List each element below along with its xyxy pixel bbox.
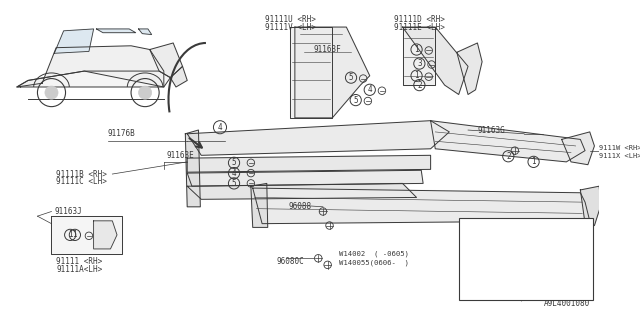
Text: 91163J: 91163J bbox=[54, 207, 82, 216]
Polygon shape bbox=[150, 43, 182, 78]
Polygon shape bbox=[170, 66, 188, 87]
Text: 9111W <RH>: 9111W <RH> bbox=[599, 145, 640, 151]
Text: 91111A<LH>: 91111A<LH> bbox=[56, 265, 102, 274]
Polygon shape bbox=[17, 46, 164, 87]
Text: 91111B <RH>: 91111B <RH> bbox=[56, 170, 107, 179]
Polygon shape bbox=[51, 216, 122, 254]
Text: 91111D <RH>: 91111D <RH> bbox=[394, 15, 445, 24]
Polygon shape bbox=[138, 29, 152, 35]
Text: A9L4001080: A9L4001080 bbox=[543, 299, 589, 308]
Text: 4: 4 bbox=[467, 273, 471, 279]
Polygon shape bbox=[457, 43, 482, 94]
Text: 91111U <RH>: 91111U <RH> bbox=[265, 15, 316, 24]
Text: 1: 1 bbox=[414, 45, 419, 54]
Text: 4: 4 bbox=[218, 123, 222, 132]
Text: 1: 1 bbox=[72, 230, 77, 239]
Text: 96088: 96088 bbox=[288, 202, 312, 211]
Text: 5: 5 bbox=[467, 289, 471, 295]
Text: 4: 4 bbox=[232, 169, 236, 178]
Text: 1: 1 bbox=[467, 223, 471, 229]
Text: 91163E: 91163E bbox=[166, 151, 195, 160]
Text: 4: 4 bbox=[367, 85, 372, 94]
Polygon shape bbox=[431, 121, 585, 162]
Polygon shape bbox=[290, 27, 332, 118]
Text: 91111E <LH>: 91111E <LH> bbox=[394, 23, 445, 32]
Text: W130088< -0603>: W130088< -0603> bbox=[485, 285, 548, 292]
Circle shape bbox=[138, 86, 152, 99]
Text: 5: 5 bbox=[349, 73, 353, 82]
Text: 1: 1 bbox=[68, 230, 72, 239]
Text: 91111V <LH>: 91111V <LH> bbox=[265, 23, 316, 32]
Polygon shape bbox=[93, 221, 117, 249]
Polygon shape bbox=[295, 27, 370, 118]
Polygon shape bbox=[253, 188, 589, 224]
Polygon shape bbox=[188, 121, 449, 155]
Text: 96080C: 96080C bbox=[276, 257, 304, 266]
Text: 91163G: 91163G bbox=[477, 125, 505, 134]
Polygon shape bbox=[562, 132, 595, 165]
Text: 91111 <RH>: 91111 <RH> bbox=[56, 257, 102, 266]
Text: 5: 5 bbox=[232, 179, 236, 188]
Text: 91176B: 91176B bbox=[108, 129, 136, 138]
Circle shape bbox=[45, 86, 58, 99]
Text: W140055(0606-  ): W140055(0606- ) bbox=[339, 260, 409, 266]
Text: 1: 1 bbox=[414, 71, 419, 80]
Text: 1: 1 bbox=[531, 157, 536, 166]
Text: 2: 2 bbox=[506, 152, 511, 161]
Text: W140029: W140029 bbox=[485, 240, 515, 246]
Polygon shape bbox=[251, 183, 268, 228]
Text: 96077I: 96077I bbox=[485, 256, 510, 262]
Text: W14002  ( -0605): W14002 ( -0605) bbox=[339, 250, 409, 257]
Text: 3: 3 bbox=[467, 256, 471, 262]
Polygon shape bbox=[97, 29, 136, 33]
Bar bbox=[459, 218, 593, 300]
Polygon shape bbox=[188, 170, 423, 186]
Text: 96092D: 96092D bbox=[485, 273, 510, 279]
Text: 91111C <LH>: 91111C <LH> bbox=[56, 177, 107, 186]
Text: 2: 2 bbox=[467, 240, 471, 246]
Text: 9111X <LH>: 9111X <LH> bbox=[599, 153, 640, 159]
Polygon shape bbox=[403, 27, 468, 94]
Polygon shape bbox=[580, 186, 601, 226]
Text: W130109 (0604- ): W130109 (0604- ) bbox=[485, 294, 553, 301]
Polygon shape bbox=[188, 183, 417, 199]
Polygon shape bbox=[186, 130, 200, 207]
Polygon shape bbox=[17, 71, 170, 87]
Text: 5: 5 bbox=[353, 96, 358, 105]
Polygon shape bbox=[188, 155, 431, 172]
Polygon shape bbox=[54, 29, 93, 53]
Text: 5: 5 bbox=[232, 158, 236, 167]
Text: 2: 2 bbox=[417, 81, 422, 90]
Text: W130088: W130088 bbox=[485, 223, 515, 229]
Text: 91163F: 91163F bbox=[314, 45, 341, 54]
Polygon shape bbox=[403, 27, 435, 85]
Text: 3: 3 bbox=[417, 59, 422, 68]
